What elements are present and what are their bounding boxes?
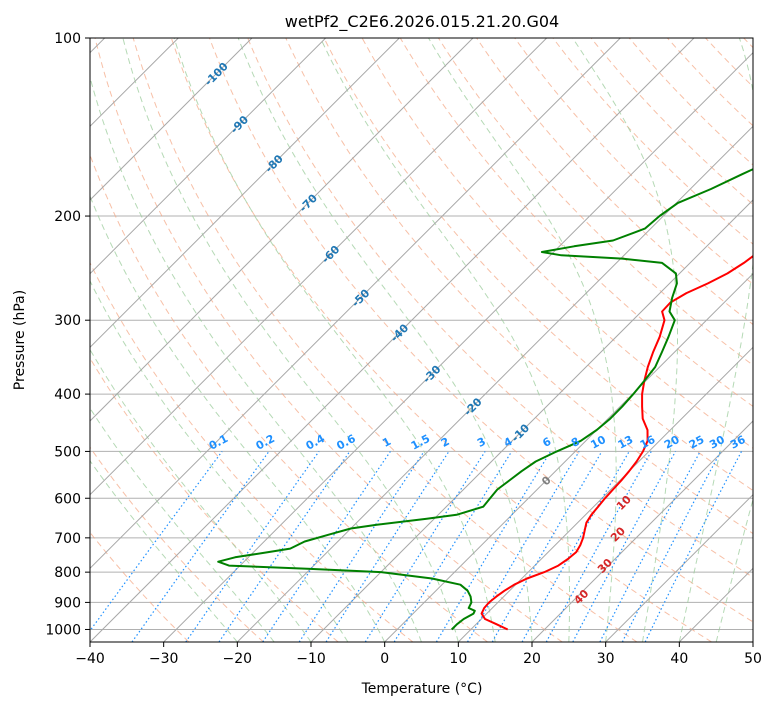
dry-adiabat-line: [438, 38, 775, 642]
x-tick-label: 40: [670, 651, 688, 667]
y-tick-label: 700: [54, 531, 81, 547]
x-tick-label: 20: [523, 651, 541, 667]
dry-adiabat-line: [19, 38, 413, 642]
x-tick-label: 50: [744, 651, 762, 667]
mixing-ratio-label: 25: [687, 433, 707, 452]
mixing-ratio-label: 0.1: [207, 432, 230, 453]
moist-adiabat-line: [320, 38, 569, 642]
x-tick-label: −20: [223, 651, 253, 667]
isotherm-label: -90: [228, 113, 251, 136]
moist-adiabat-line: [123, 38, 458, 642]
moist-adiabat-line: [0, 38, 311, 642]
x-tick-label: −30: [149, 651, 179, 667]
mixing-ratio-line: [600, 451, 700, 642]
mixing-ratio-line: [299, 451, 424, 642]
y-axis-label: Pressure (hPa): [12, 290, 28, 390]
isotherm-line: [0, 38, 252, 642]
mixing-ratio-label: 36: [728, 433, 748, 452]
mixing-ratio-line: [436, 451, 550, 642]
dry-adiabat-line: [0, 38, 338, 642]
dry-adiabat-line: [515, 38, 775, 642]
y-tick-label: 800: [54, 565, 81, 581]
dry-adiabat-line: [0, 38, 189, 642]
theta-e-label: 40: [571, 587, 591, 607]
isotherm-label: -80: [263, 152, 286, 175]
x-tick-label: −10: [296, 651, 326, 667]
mixing-ratio-line: [468, 451, 580, 642]
y-tick-label: 400: [54, 387, 81, 403]
mixing-ratio-label: 6: [541, 435, 554, 450]
moist-adiabat-line: [679, 38, 759, 642]
mixing-ratio-label: 1.5: [409, 432, 432, 453]
dry-adiabat-line: [553, 38, 775, 642]
isotherm-line: [679, 38, 775, 642]
moist-adiabat-line: [0, 38, 237, 642]
mixing-ratio-label: 3: [475, 435, 488, 450]
dry-adiabat-line: [744, 38, 775, 642]
mixing-ratio-label: 16: [638, 433, 658, 452]
mixing-ratio-line: [365, 451, 485, 642]
x-tick-label: −40: [75, 651, 105, 667]
mixing-ratio-label: 0.6: [334, 432, 358, 453]
x-tick-label: 30: [597, 651, 615, 667]
isotherm-line: [753, 38, 775, 642]
y-tick-label: 900: [54, 595, 81, 611]
moist-adiabat-line: [573, 38, 678, 642]
mixing-ratio-label: 30: [707, 433, 727, 452]
mixing-ratio-line: [219, 451, 350, 642]
mixing-ratio-label: 0.2: [254, 432, 277, 453]
y-tick-label: 600: [54, 491, 81, 507]
isotherm-line: [311, 38, 775, 642]
mixing-ratio-label: 0.4: [304, 432, 328, 453]
mixing-ratio-line: [263, 451, 391, 642]
mixing-ratio-line: [326, 451, 449, 642]
mixing-ratio-line: [82, 451, 222, 642]
x-tick-label: 0: [380, 651, 389, 667]
moist-adiabat-line: [174, 38, 495, 642]
mixing-ratio-line: [546, 451, 651, 642]
isotherm-line: [458, 38, 775, 642]
chart-title: wetPf2_C2E6.2026.015.21.20.G04: [285, 12, 559, 32]
dry-adiabat-line: [171, 38, 711, 642]
mixing-ratio-label: 13: [616, 433, 636, 452]
isotherm-line: [0, 38, 399, 642]
theta-e-label: 10: [614, 493, 634, 513]
isotherm-line: [16, 38, 620, 642]
x-tick-label: 10: [449, 651, 467, 667]
x-axis-label: Temperature (°C): [361, 681, 483, 697]
dry-adiabat-line: [706, 38, 775, 642]
mixing-ratio-line: [573, 451, 676, 642]
y-tick-label: 100: [54, 31, 81, 47]
y-tick-label: 500: [54, 444, 81, 460]
mixing-ratio-line: [522, 451, 629, 642]
mixing-ratio-label: 8: [569, 435, 582, 450]
dry-adiabat-line: [0, 38, 264, 642]
y-tick-label: 300: [54, 313, 81, 329]
dry-adiabat-line: [591, 38, 775, 642]
theta-e-label: 30: [595, 556, 615, 576]
dry-adiabat-line: [667, 38, 775, 642]
y-tick-label: 1000: [45, 622, 81, 638]
moist-adiabat-line: [81, 38, 422, 642]
plot-frame: [90, 38, 753, 642]
moist-adiabat-line: [716, 38, 775, 642]
isotherm-line: [385, 38, 775, 642]
isotherm-label: -100: [202, 60, 231, 89]
mixing-ratio-label: 2: [439, 435, 452, 450]
y-tick-label: 200: [54, 209, 81, 225]
